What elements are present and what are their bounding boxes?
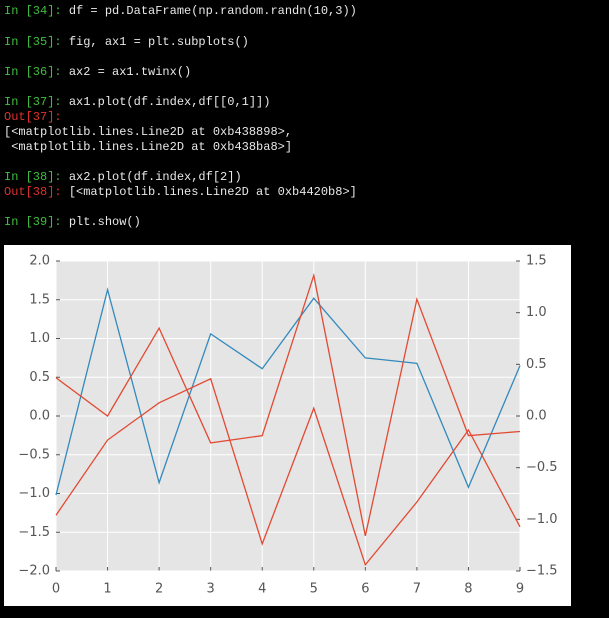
console-line: Out[38]: [<matplotlib.lines.Line2D at 0x…	[4, 185, 357, 200]
y2-tick-label: −1.0	[526, 512, 558, 527]
x-tick-label: 5	[310, 582, 318, 597]
y-tick-label: 0.5	[29, 370, 50, 385]
y-tick-label: 0.0	[29, 409, 50, 424]
x-tick-label: 7	[413, 582, 421, 597]
console-line: In [37]: ax1.plot(df.index,df[[0,1]])	[4, 95, 270, 110]
input-prompt: In [37]:	[4, 95, 62, 109]
y-tick-label: 2.0	[29, 254, 50, 269]
code: ax2 = ax1.twinx()	[68, 65, 192, 79]
data-line	[55, 287, 521, 496]
chart: 0 1 2 3 4 5 6 7 8 9 −2.0 −1.5 −1.0 −0.5 0.0 0.5 1.0 1.5 2.…	[4, 245, 571, 606]
y2-tick-label: −0.5	[526, 460, 558, 475]
x-tick-label: 3	[207, 582, 215, 597]
y-tick-label: −1.5	[18, 525, 50, 540]
y-tick-label: 1.0	[29, 331, 50, 346]
code: plt.show()	[68, 215, 141, 229]
console-line: In [39]: plt.show()	[4, 215, 141, 230]
y2-tick-label: 0.5	[526, 357, 547, 372]
console-line: In [35]: fig, ax1 = plt.subplots()	[4, 35, 249, 50]
input-prompt: In [36]:	[4, 65, 62, 79]
console-line: Out[37]:	[4, 110, 62, 125]
y2-tick-label: −1.5	[526, 564, 558, 579]
x-tick-label: 9	[516, 582, 524, 597]
input-prompt: In [34]:	[4, 4, 62, 18]
y2-tick-label: 1.5	[526, 254, 547, 269]
x-tick-label: 0	[52, 582, 60, 597]
output-text: [<matplotlib.lines.Line2D at 0xb438898>,	[4, 125, 293, 139]
input-prompt: In [38]:	[4, 170, 62, 184]
y2-tick-label: 0.0	[526, 409, 547, 424]
x-tick-label: 8	[464, 582, 472, 597]
input-prompt: In [39]:	[4, 215, 62, 229]
code: ax1.plot(df.index,df[[0,1]])	[68, 95, 271, 109]
code: fig, ax1 = plt.subplots()	[68, 35, 249, 49]
data-line	[55, 377, 521, 567]
console-line: [<matplotlib.lines.Line2D at 0xb438898>,	[4, 125, 292, 140]
code: df = pd.DataFrame(np.random.randn(10,3))	[68, 4, 357, 18]
y-tick-label: −2.0	[18, 564, 50, 579]
console-line: In [36]: ax2 = ax1.twinx()	[4, 65, 191, 80]
x-tick-label: 1	[103, 582, 111, 597]
y-tick-label: −1.0	[18, 486, 50, 501]
console-line: In [34]: df = pd.DataFrame(np.random.ran…	[4, 4, 357, 19]
data-line	[55, 272, 521, 537]
y-tick-label: −0.5	[18, 447, 50, 462]
input-prompt: In [35]:	[4, 35, 62, 49]
y2-tick-label: 1.0	[526, 305, 547, 320]
x-tick-label: 6	[361, 582, 369, 597]
code: ax2.plot(df.index,df[2])	[68, 170, 242, 184]
console-line: <matplotlib.lines.Line2D at 0xb438ba8>]	[4, 140, 292, 155]
output-text: [<matplotlib.lines.Line2D at 0xb4420b8>]	[68, 185, 357, 199]
x-tick-label: 4	[258, 582, 266, 597]
x-tick-label: 2	[155, 582, 163, 597]
y-tick-label: 1.5	[29, 292, 50, 307]
output-prompt: Out[37]:	[4, 110, 62, 124]
output-prompt: Out[38]:	[4, 185, 62, 199]
console-line: In [38]: ax2.plot(df.index,df[2])	[4, 170, 242, 185]
output-text: <matplotlib.lines.Line2D at 0xb438ba8>]	[4, 140, 293, 154]
